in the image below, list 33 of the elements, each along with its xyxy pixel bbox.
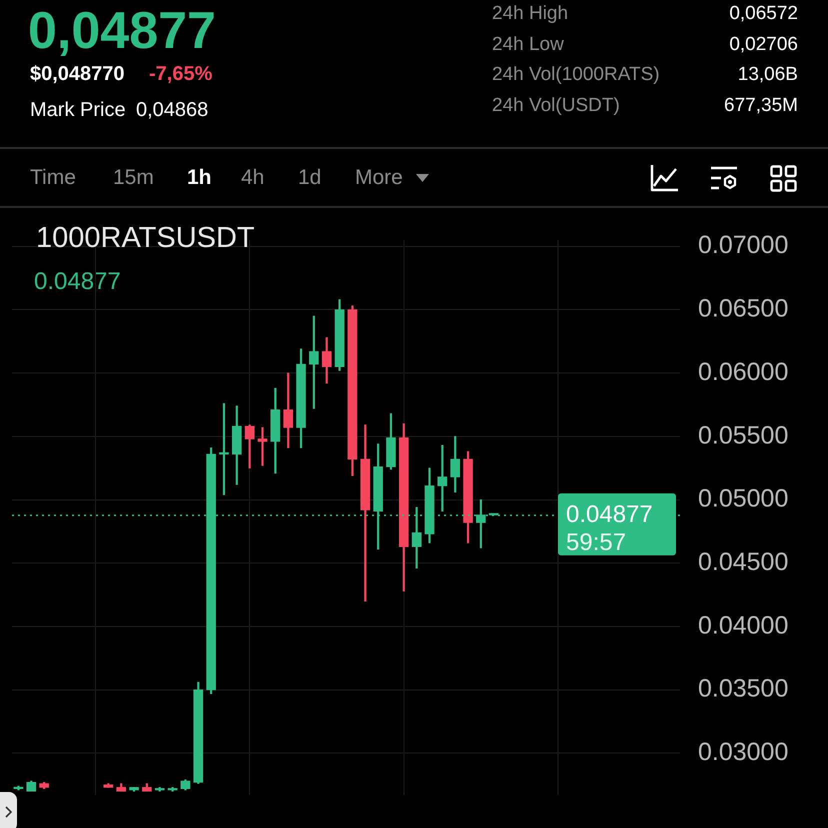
text: 24h Low: [492, 34, 564, 57]
y-tick-label: 0.03000: [698, 738, 788, 766]
text: 4h: [241, 165, 264, 190]
y-tick-label: 0.06000: [698, 358, 788, 386]
y-tick-label: 0.05500: [698, 421, 788, 450]
text: $0,048770: [30, 62, 125, 86]
y-tick-label: 0.06500: [698, 294, 788, 323]
text: Time: [30, 165, 76, 190]
text: 677,35M: [724, 95, 798, 118]
chart-title: 1000RATSUSDT: [36, 222, 255, 255]
text: 24h Vol(USDT): [492, 95, 620, 118]
y-tick-label: 0.07000: [698, 231, 788, 260]
text: Mark Price: [30, 98, 126, 122]
y-tick-label: 0.03500: [698, 674, 788, 703]
text: 24h High: [492, 3, 568, 26]
text: 1d: [298, 165, 322, 190]
text: 0,06572: [729, 3, 798, 26]
text: 0,02706: [729, 34, 798, 57]
text: 15m: [113, 165, 154, 190]
annotation: 0.04877: [34, 268, 121, 297]
y-tick-label: 0.04000: [698, 611, 788, 640]
y-tick-label: 0.05000: [698, 484, 788, 513]
text: 0,04877: [28, 1, 216, 62]
candlestick: [219, 403, 229, 496]
text: 1h: [187, 165, 212, 190]
text: 24h Vol(1000RATS): [492, 64, 660, 87]
ref-line-label: 0.04877: [566, 500, 653, 528]
text: More: [355, 165, 403, 190]
text: 0,04868: [136, 98, 208, 122]
text: -7,65%: [149, 62, 212, 86]
y-tick-label: 0.04500: [698, 548, 788, 576]
text: 13,06B: [738, 64, 798, 87]
annotation: 59:57: [566, 528, 626, 556]
